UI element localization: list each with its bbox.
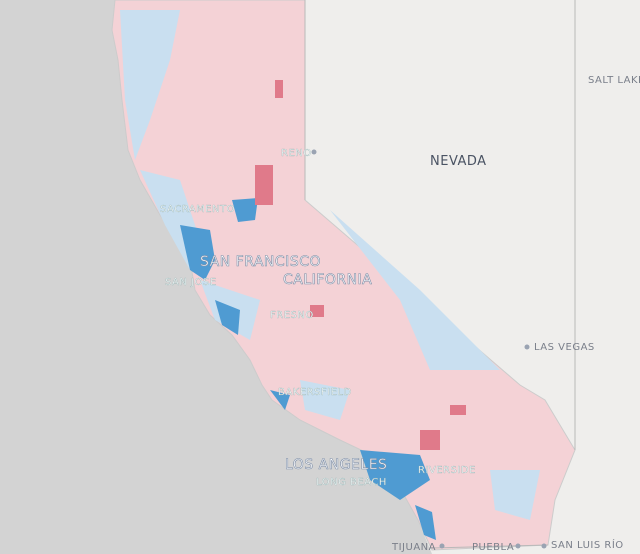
city-label: RIVERSIDE [418, 465, 476, 476]
ocean [0, 0, 432, 554]
city-label: FRESNO [270, 310, 314, 321]
city-label: SAN LUIS RÍO [551, 538, 624, 551]
city-label: SAN FRANCISCO [200, 254, 321, 270]
city-label: SACRAMENTO [160, 204, 235, 215]
borders [304, 0, 576, 549]
city-label: SALT LAKE [588, 75, 640, 86]
city-label: LOS ANGELES [285, 457, 387, 473]
city-label: LONG BEACH [316, 477, 387, 488]
city-label: RENO [281, 148, 312, 159]
city-label: SAN JOSE [165, 277, 217, 288]
state-label: CALIFORNIA [283, 272, 372, 288]
blue-urban [180, 198, 436, 540]
city-label: LAS VEGAS [534, 342, 595, 353]
city-label: TIJUANA [391, 542, 436, 553]
city-label: PUEBLA [472, 542, 514, 553]
state-label: NEVADA [430, 154, 487, 169]
city-label: BAKERSFIELD [278, 387, 352, 398]
blue-regions [120, 10, 540, 520]
city-dots [311, 149, 547, 549]
red-regions [255, 80, 466, 450]
